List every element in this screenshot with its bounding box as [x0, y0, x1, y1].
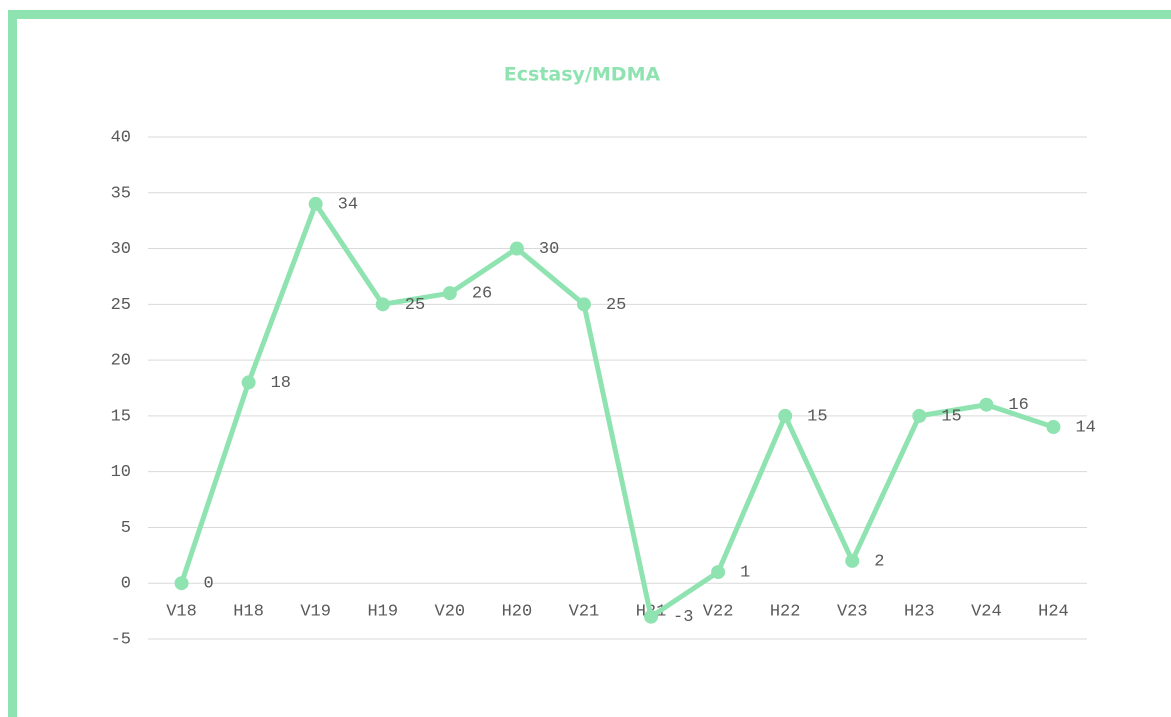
x-tick-label: H20 — [502, 603, 533, 622]
data-label: 15 — [807, 407, 827, 426]
data-label: 14 — [1075, 419, 1095, 438]
x-tick-label: H24 — [1038, 603, 1069, 622]
x-tick-label: H23 — [904, 603, 935, 622]
line — [179, 201, 1055, 620]
point — [979, 397, 994, 412]
x-tick-label: H22 — [770, 603, 801, 622]
x-tick-label: V22 — [703, 603, 734, 622]
point — [711, 565, 726, 580]
data-label: 34 — [338, 195, 358, 214]
data-label: 15 — [941, 407, 961, 426]
x-tick-label: V24 — [971, 603, 1002, 622]
data-label: 25 — [606, 296, 626, 315]
point — [375, 297, 390, 312]
data-label: 2 — [874, 552, 884, 571]
x-tick-label: V21 — [569, 603, 600, 622]
data-label: 26 — [472, 285, 492, 304]
point — [241, 375, 256, 390]
data-label: 1 — [740, 564, 750, 583]
x-tick-label: V19 — [300, 603, 331, 622]
data-label: 16 — [1008, 396, 1028, 415]
y-tick-label: 30 — [111, 240, 131, 259]
x-tick-label: V23 — [837, 603, 868, 622]
point — [308, 196, 323, 211]
point — [912, 408, 927, 423]
point — [1046, 420, 1061, 435]
point — [778, 408, 793, 423]
y-tick-label: 0 — [121, 575, 131, 594]
y-tick-label: 5 — [121, 519, 131, 538]
data-label: 30 — [539, 240, 559, 259]
y-tick-label: 25 — [111, 296, 131, 315]
y-tick-label: 15 — [111, 407, 131, 426]
x-tick-label: V18 — [166, 603, 197, 622]
data-label: -3 — [673, 608, 693, 627]
data-label: 25 — [405, 296, 425, 315]
x-tick-label: V20 — [435, 603, 466, 622]
point — [442, 286, 457, 301]
point — [576, 297, 591, 312]
x-tick-label: H18 — [233, 603, 264, 622]
point — [174, 576, 189, 591]
x-tick-label: H19 — [367, 603, 398, 622]
y-tick-label: -5 — [111, 630, 131, 649]
y-tick-label: 10 — [111, 463, 131, 482]
frame-left — [8, 10, 17, 717]
point — [845, 553, 860, 568]
y-tick-label: 35 — [111, 184, 131, 203]
data-label: 18 — [271, 374, 291, 393]
chart-title: Ecstasy/MDMA — [504, 64, 661, 86]
data-label: 0 — [204, 575, 214, 594]
frame-top — [8, 10, 1171, 19]
y-tick-label: 40 — [111, 128, 131, 147]
point — [509, 241, 524, 256]
point — [644, 609, 659, 624]
y-tick-label: 20 — [111, 352, 131, 371]
